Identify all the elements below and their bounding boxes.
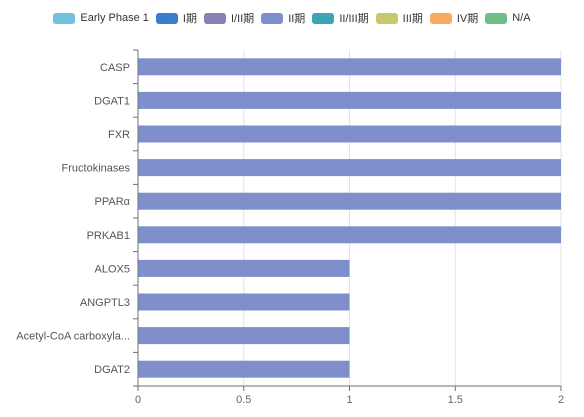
y-tick-label: PPARα [95,196,131,208]
legend-item[interactable]: II/III期 [312,10,369,26]
legend-item[interactable]: II期 [261,10,305,26]
legend: Early Phase 1 I期 I/II期 II期 II/III期 III期 IV期 N/A [0,9,584,27]
legend-label: IV期 [456,13,479,25]
legend-swatch [429,12,452,24]
legend-label: II/III期 [339,13,369,25]
y-tick-label: FXR [108,129,130,141]
y-tick-label: CASP [100,62,130,74]
bars [138,58,561,378]
legend-item[interactable]: I期 [155,10,197,26]
y-tick-label: ALOX5 [95,263,130,275]
legend-label: I/II期 [230,13,255,25]
bar [138,293,350,311]
y-tick-label: DGAT1 [94,95,130,107]
x-tick-label: 1 [346,394,352,406]
y-tick-label: ANGPTL3 [80,297,130,309]
legend-swatch [53,12,76,24]
legend-item[interactable]: Early Phase 1 [53,12,149,24]
bar [138,58,561,76]
y-tick-label: Acetyl-CoA carboxyla... [16,331,130,343]
legend-label: I期 [182,13,197,25]
legend-label: II期 [288,13,306,25]
bar [138,159,561,177]
legend-item[interactable]: N/A [485,12,531,24]
x-tick-label: 0 [135,394,141,406]
bar [138,259,350,277]
legend-swatch [203,12,226,24]
y-tick-label: PRKAB1 [87,230,130,242]
legend-label: N/A [512,12,531,24]
bar [138,91,561,109]
bar [138,125,561,143]
bar [138,192,561,210]
legend-label: Early Phase 1 [80,12,149,24]
x-tick-label: 1.5 [448,394,463,406]
x-tick-label: 0.5 [236,394,251,406]
legend-item[interactable]: III期 [375,10,423,26]
bar [138,327,350,345]
axes: 0 0.5 1 1.5 2 CASP DGAT1 FXR Fructokinases PPARα P… [16,49,564,406]
legend-item[interactable]: IV期 [429,10,479,26]
legend-swatch [155,12,178,24]
y-tick-label: Fructokinases [62,163,131,175]
legend-swatch [312,12,335,24]
legend-swatch [375,12,398,24]
x-tick-label: 2 [558,394,564,406]
legend-label: III期 [402,13,423,25]
legend-swatch [485,12,508,24]
y-tick-label: DGAT2 [94,364,130,376]
bar [138,226,561,244]
legend-item[interactable]: I/II期 [203,10,255,26]
legend-swatch [261,12,284,24]
bar [138,360,350,378]
